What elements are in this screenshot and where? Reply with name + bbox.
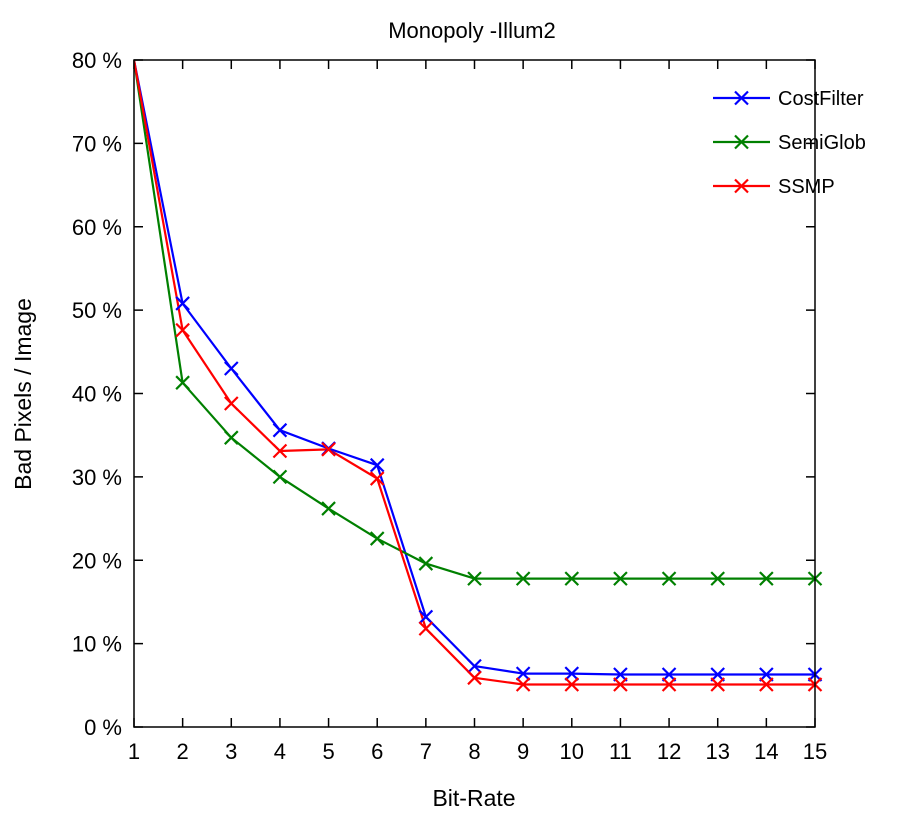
x-tick-label: 6 bbox=[371, 739, 383, 764]
x-tick-label: 10 bbox=[560, 739, 584, 764]
data-point-ssmp bbox=[321, 442, 336, 457]
x-tick-label: 12 bbox=[657, 739, 681, 764]
plot-markers bbox=[175, 296, 823, 692]
data-point-semiglob bbox=[175, 375, 190, 390]
y-tick-label: 50 % bbox=[72, 298, 122, 323]
data-point-semiglob bbox=[515, 571, 531, 586]
plot-frame bbox=[133, 59, 816, 728]
data-point-semiglob bbox=[321, 501, 336, 516]
data-point-semiglob bbox=[564, 571, 580, 586]
data-point-semiglob bbox=[710, 571, 725, 586]
data-point-semiglob bbox=[613, 571, 628, 586]
y-tick-label: 60 % bbox=[72, 215, 122, 240]
data-point-semiglob bbox=[369, 531, 385, 546]
series-line-semiglob bbox=[134, 60, 815, 580]
legend-label: SSMP bbox=[778, 176, 835, 198]
legend-swatch-marker bbox=[734, 178, 749, 194]
y-tick-label: 30 % bbox=[72, 465, 122, 490]
data-point-semiglob bbox=[224, 430, 239, 445]
x-tick-label: 11 bbox=[609, 739, 632, 764]
data-point-ssmp bbox=[272, 443, 288, 459]
y-tick-label: 0 % bbox=[84, 715, 122, 740]
x-tick-label: 7 bbox=[420, 739, 432, 764]
legend-label: SemiGlob bbox=[778, 132, 866, 154]
y-axis-label: Bad Pixels / Image bbox=[10, 298, 36, 490]
data-point-semiglob bbox=[418, 556, 434, 571]
data-point-semiglob bbox=[467, 571, 482, 586]
legend-label: CostFilter bbox=[778, 88, 864, 110]
chart-title: Monopoly -Illum2 bbox=[388, 18, 556, 43]
y-tick-label: 70 % bbox=[72, 131, 122, 156]
data-point-semiglob bbox=[272, 469, 288, 485]
x-tick-label: 13 bbox=[705, 739, 729, 764]
x-tick-label: 5 bbox=[322, 739, 334, 764]
data-point-ssmp bbox=[759, 677, 774, 692]
data-point-costfilter bbox=[418, 609, 434, 625]
data-point-costfilter bbox=[564, 666, 580, 681]
x-tick-label: 3 bbox=[225, 739, 237, 764]
data-point-ssmp bbox=[224, 396, 239, 411]
y-tick-label: 20 % bbox=[72, 548, 122, 573]
x-axis-label: Bit-Rate bbox=[432, 785, 515, 811]
legend: CostFilter SemiGlob SSMP bbox=[713, 88, 866, 198]
x-tick-label: 4 bbox=[274, 739, 286, 764]
x-tick-label: 9 bbox=[517, 739, 529, 764]
data-point-ssmp bbox=[710, 677, 725, 692]
data-point-semiglob bbox=[661, 571, 677, 586]
y-tick-label: 80 % bbox=[72, 48, 122, 73]
data-point-ssmp bbox=[175, 322, 190, 338]
data-point-costfilter bbox=[515, 666, 531, 681]
data-point-ssmp bbox=[467, 670, 482, 686]
data-point-semiglob bbox=[759, 571, 774, 586]
y-tick-label: 10 % bbox=[72, 632, 122, 657]
data-point-costfilter bbox=[224, 361, 239, 376]
data-point-ssmp bbox=[613, 677, 628, 692]
data-point-ssmp bbox=[418, 621, 434, 636]
y-axis-ticks: 0 % 10 % 20 % 30 % 40 % 50 % 60 % 70 % 80 % bbox=[72, 48, 815, 740]
legend-swatch-marker bbox=[734, 134, 749, 150]
x-tick-label: 1 bbox=[128, 739, 140, 764]
x-tick-label: 14 bbox=[754, 739, 778, 764]
data-point-ssmp bbox=[369, 471, 385, 486]
data-point-ssmp bbox=[564, 677, 580, 692]
x-tick-label: 2 bbox=[177, 739, 189, 764]
data-point-ssmp bbox=[515, 677, 531, 692]
x-tick-label: 15 bbox=[803, 739, 827, 764]
data-point-ssmp bbox=[661, 677, 677, 692]
data-point-costfilter bbox=[272, 422, 288, 438]
data-point-costfilter bbox=[369, 457, 385, 473]
x-axis-ticks: 1 2 3 4 5 6 7 8 9 10 11 12 13 14 15 bbox=[128, 60, 827, 764]
y-tick-label: 40 % bbox=[72, 382, 122, 407]
legend-swatch-marker bbox=[734, 90, 749, 106]
x-tick-label: 8 bbox=[468, 739, 480, 764]
data-point-costfilter bbox=[175, 296, 190, 311]
data-point-costfilter bbox=[467, 658, 482, 674]
